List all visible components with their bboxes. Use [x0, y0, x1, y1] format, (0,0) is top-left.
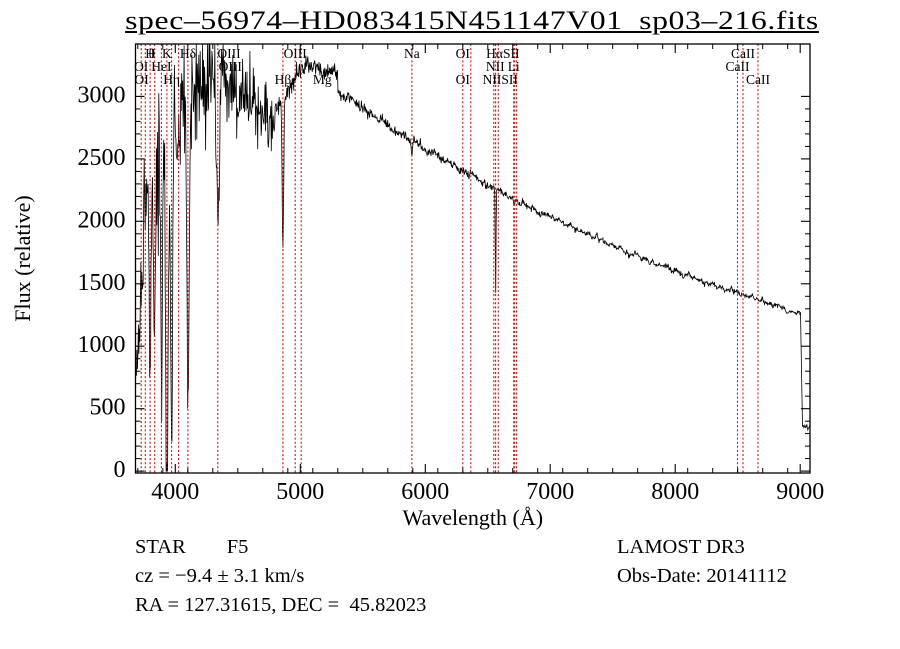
svg-text:Hδ: Hδ: [180, 46, 196, 61]
svg-text:OI: OI: [456, 46, 471, 61]
svg-text:Na: Na: [404, 46, 420, 61]
svg-text:CaII: CaII: [746, 72, 770, 87]
svg-text:OI: OI: [134, 72, 149, 87]
svg-text:2500: 2500: [78, 145, 126, 171]
svg-text:3000: 3000: [78, 82, 126, 108]
svg-text:8000: 8000: [651, 479, 699, 505]
svg-text:2000: 2000: [78, 207, 126, 233]
svg-text:1000: 1000: [78, 332, 126, 358]
svg-text:Mg: Mg: [313, 72, 332, 87]
svg-text:6000: 6000: [401, 479, 449, 505]
svg-text:5000: 5000: [276, 479, 324, 505]
svg-text:Flux (relative): Flux (relative): [10, 195, 35, 321]
svg-text:500: 500: [90, 395, 126, 421]
svg-text:OIII: OIII: [284, 46, 308, 61]
svg-text:OIII: OIII: [219, 59, 243, 74]
svg-text:0: 0: [114, 457, 126, 483]
svg-text:Wavelength (Å): Wavelength (Å): [403, 505, 544, 530]
svg-text:4000: 4000: [151, 479, 199, 505]
svg-text:1500: 1500: [78, 270, 126, 296]
svg-text:7000: 7000: [526, 479, 574, 505]
svg-text:NIISII: NIISII: [483, 72, 519, 87]
svg-text:OI: OI: [456, 72, 471, 87]
svg-text:9000: 9000: [776, 479, 824, 505]
svg-text:Hη: Hη: [163, 72, 180, 87]
svg-text:Hβ: Hβ: [275, 72, 292, 87]
